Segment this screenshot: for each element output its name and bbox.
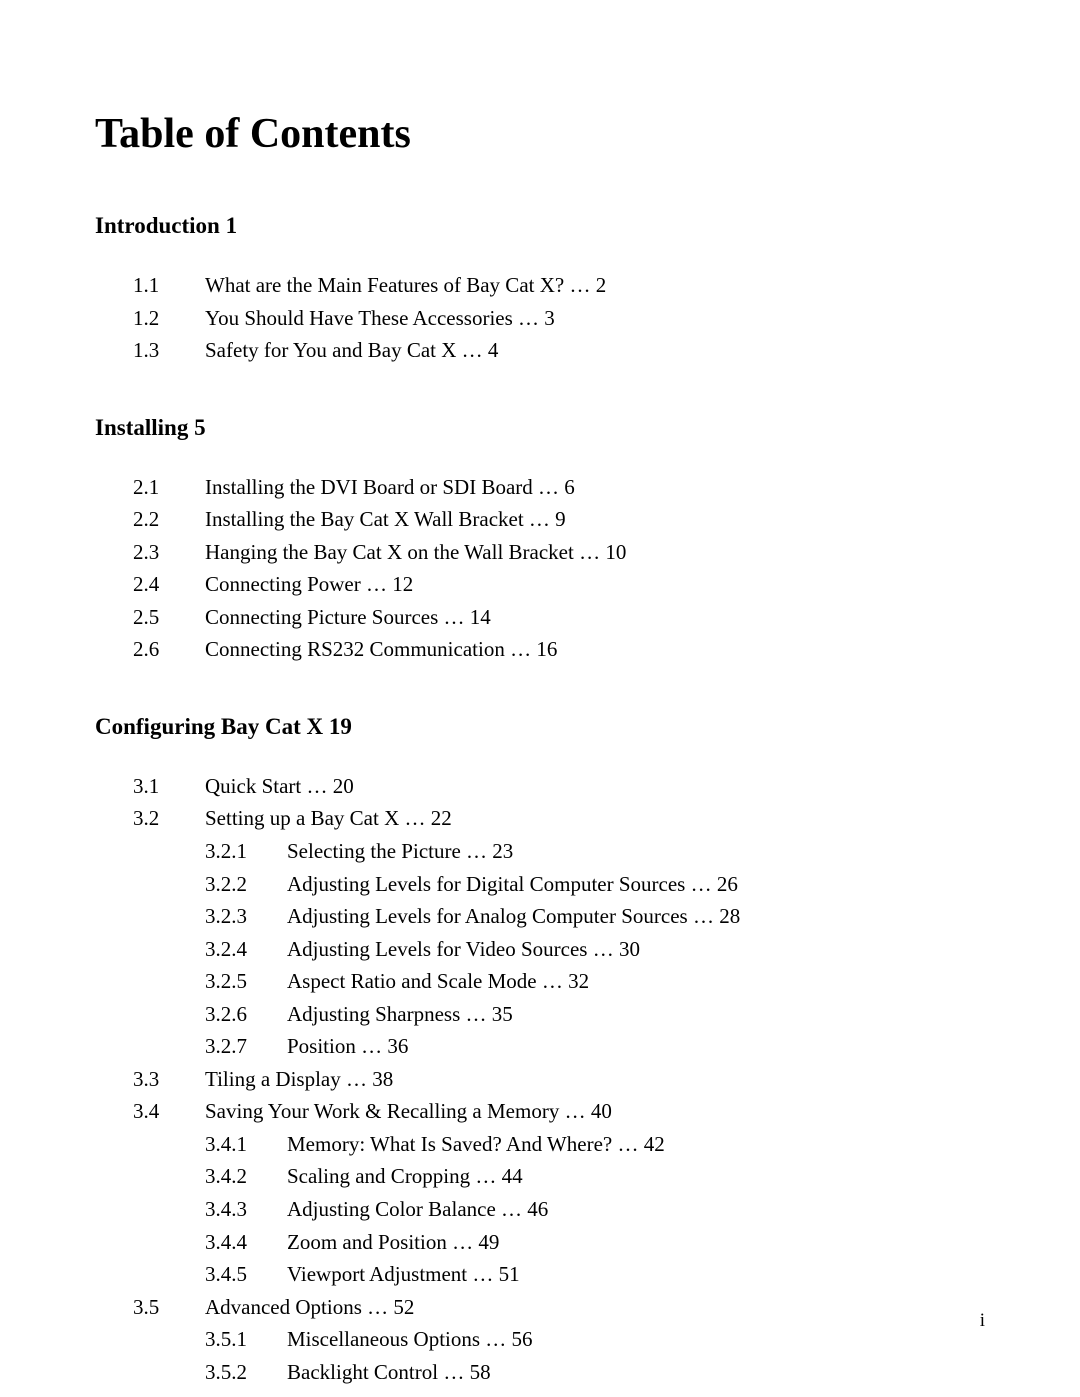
entry-number: 3.3 — [133, 1063, 205, 1096]
toc-entry: 3.4Saving Your Work & Recalling a Memory… — [133, 1095, 985, 1128]
entry-number: 2.6 — [133, 633, 205, 666]
entry-label: Installing the DVI Board or SDI Board … … — [205, 471, 985, 504]
toc-entry: 1.2You Should Have These Accessories … 3 — [133, 302, 985, 335]
entry-label: Saving Your Work & Recalling a Memory … … — [205, 1095, 985, 1128]
subentry-number: 3.4.2 — [205, 1160, 287, 1193]
subentry-label: Memory: What Is Saved? And Where? … 42 — [287, 1128, 985, 1161]
toc-subentry: 3.2.1Selecting the Picture … 23 — [205, 835, 985, 868]
entry-label: Connecting Picture Sources … 14 — [205, 601, 985, 634]
toc-subentry: 3.5.1Miscellaneous Options … 56 — [205, 1323, 985, 1356]
toc-subentry: 3.4.3Adjusting Color Balance … 46 — [205, 1193, 985, 1226]
entry-number: 1.3 — [133, 334, 205, 367]
toc-subentry: 3.2.7Position … 36 — [205, 1030, 985, 1063]
entry-number: 2.4 — [133, 568, 205, 601]
entry-number: 3.2 — [133, 802, 205, 835]
entry-label: Installing the Bay Cat X Wall Bracket … … — [205, 503, 985, 536]
toc-body: Introduction 1 1.1What are the Main Featu… — [95, 213, 985, 1388]
subentry-number: 3.5.1 — [205, 1323, 287, 1356]
subentry-number: 3.4.1 — [205, 1128, 287, 1161]
subentry-number: 3.2.2 — [205, 868, 287, 901]
toc-subentry: 3.4.5Viewport Adjustment … 51 — [205, 1258, 985, 1291]
subentry-label: Adjusting Color Balance … 46 — [287, 1193, 985, 1226]
subentry-number: 3.2.4 — [205, 933, 287, 966]
entry-number: 3.4 — [133, 1095, 205, 1128]
entry-label: What are the Main Features of Bay Cat X?… — [205, 269, 985, 302]
subentry-label: Adjusting Levels for Video Sources … 30 — [287, 933, 985, 966]
entry-number: 2.1 — [133, 471, 205, 504]
subentry-label: Miscellaneous Options … 56 — [287, 1323, 985, 1356]
entry-number: 1.2 — [133, 302, 205, 335]
subentry-label: Adjusting Sharpness … 35 — [287, 998, 985, 1031]
entry-number: 3.5 — [133, 1291, 205, 1324]
subentry-label: Scaling and Cropping … 44 — [287, 1160, 985, 1193]
toc-entry: 2.4Connecting Power … 12 — [133, 568, 985, 601]
toc-subentry: 3.2.6Adjusting Sharpness … 35 — [205, 998, 985, 1031]
entry-label: You Should Have These Accessories … 3 — [205, 302, 985, 335]
subentry-label: Aspect Ratio and Scale Mode … 32 — [287, 965, 985, 998]
toc-entry: 2.5Connecting Picture Sources … 14 — [133, 601, 985, 634]
section-heading: Configuring Bay Cat X 19 — [95, 714, 985, 740]
toc-entry: 3.1Quick Start … 20 — [133, 770, 985, 803]
toc-subentry: 3.4.1Memory: What Is Saved? And Where? …… — [205, 1128, 985, 1161]
toc-entry: 2.3Hanging the Bay Cat X on the Wall Bra… — [133, 536, 985, 569]
toc-entry: 3.5Advanced Options … 52 — [133, 1291, 985, 1324]
toc-subentry: 3.2.2Adjusting Levels for Digital Comput… — [205, 868, 985, 901]
entry-label: Setting up a Bay Cat X … 22 — [205, 802, 985, 835]
entry-number: 2.2 — [133, 503, 205, 536]
toc-entry: 3.3Tiling a Display … 38 — [133, 1063, 985, 1096]
subentry-label: Selecting the Picture … 23 — [287, 835, 985, 868]
toc-subentry: 3.2.3Adjusting Levels for Analog Compute… — [205, 900, 985, 933]
subentry-label: Adjusting Levels for Analog Computer Sou… — [287, 900, 985, 933]
subentry-label: Viewport Adjustment … 51 — [287, 1258, 985, 1291]
entry-number: 3.1 — [133, 770, 205, 803]
toc-entry: 3.2Setting up a Bay Cat X … 22 — [133, 802, 985, 835]
page-title: Table of Contents — [95, 110, 985, 158]
entry-label: Connecting Power … 12 — [205, 568, 985, 601]
toc-section: Installing 5 2.1Installing the DVI Board … — [95, 415, 985, 666]
subentry-number: 3.2.7 — [205, 1030, 287, 1063]
toc-entry: 1.1What are the Main Features of Bay Cat… — [133, 269, 985, 302]
toc-entry: 2.1Installing the DVI Board or SDI Board… — [133, 471, 985, 504]
toc-section: Introduction 1 1.1What are the Main Featu… — [95, 213, 985, 367]
page-number: i — [980, 1310, 985, 1332]
section-heading: Installing 5 — [95, 415, 985, 441]
toc-subentry: 3.5.2Backlight Control … 58 — [205, 1356, 985, 1389]
subentry-label: Zoom and Position … 49 — [287, 1226, 985, 1259]
subentry-number: 3.2.3 — [205, 900, 287, 933]
toc-entry: 1.3Safety for You and Bay Cat X … 4 — [133, 334, 985, 367]
toc-entry: 2.6Connecting RS232 Communication … 16 — [133, 633, 985, 666]
entry-label: Quick Start … 20 — [205, 770, 985, 803]
toc-subentry: 3.2.4Adjusting Levels for Video Sources … — [205, 933, 985, 966]
entry-label: Tiling a Display … 38 — [205, 1063, 985, 1096]
entry-label: Hanging the Bay Cat X on the Wall Bracke… — [205, 536, 985, 569]
subentry-label: Position … 36 — [287, 1030, 985, 1063]
entry-number: 2.3 — [133, 536, 205, 569]
section-heading: Introduction 1 — [95, 213, 985, 239]
subentry-number: 3.2.6 — [205, 998, 287, 1031]
entry-number: 2.5 — [133, 601, 205, 634]
subentry-number: 3.4.3 — [205, 1193, 287, 1226]
subentry-number: 3.4.4 — [205, 1226, 287, 1259]
entry-number: 1.1 — [133, 269, 205, 302]
toc-subentry: 3.4.4Zoom and Position … 49 — [205, 1226, 985, 1259]
subentry-number: 3.4.5 — [205, 1258, 287, 1291]
toc-subentry: 3.2.5Aspect Ratio and Scale Mode … 32 — [205, 965, 985, 998]
toc-section: Configuring Bay Cat X 19 3.1Quick Start …… — [95, 714, 985, 1388]
subentry-number: 3.2.5 — [205, 965, 287, 998]
subentry-label: Adjusting Levels for Digital Computer So… — [287, 868, 985, 901]
toc-subentry: 3.4.2Scaling and Cropping … 44 — [205, 1160, 985, 1193]
subentry-number: 3.5.2 — [205, 1356, 287, 1389]
subentry-number: 3.2.1 — [205, 835, 287, 868]
entry-label: Safety for You and Bay Cat X … 4 — [205, 334, 985, 367]
entry-label: Advanced Options … 52 — [205, 1291, 985, 1324]
subentry-label: Backlight Control … 58 — [287, 1356, 985, 1389]
entry-label: Connecting RS232 Communication … 16 — [205, 633, 985, 666]
toc-entry: 2.2Installing the Bay Cat X Wall Bracket… — [133, 503, 985, 536]
